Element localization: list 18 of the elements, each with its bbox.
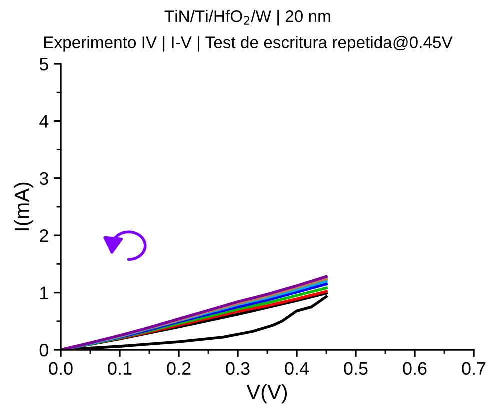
chart-subtitle: Experimento IV | I-V | Test de escritura repetida@0.45V (44, 36, 453, 52)
y-tick-label: 2 (40, 230, 48, 242)
y-tick-label: 1 (40, 286, 48, 300)
x-tick-label: 0.5 (344, 362, 368, 376)
x-tick-label: 0.2 (167, 362, 191, 376)
x-tick-label: 0.7 (462, 362, 486, 376)
x-tick-label: 0.6 (403, 362, 427, 376)
y-tick-label: 4 (40, 115, 49, 128)
chart-title: TiN/Ti/HfO$_{2}$/W | 20 nm (164, 10, 330, 26)
y-axis-title: I(mA) (14, 182, 34, 231)
x-axis-title: V(V) (246, 384, 288, 404)
x-tick-label: 0.0 (49, 362, 73, 376)
x-tick-label: 0.1 (108, 362, 132, 376)
x-tick-label: 0.3 (226, 362, 250, 376)
y-tick-label: 3 (40, 172, 48, 186)
x-tick-label: 0.4 (285, 362, 310, 376)
y-tick-label: 0 (40, 344, 48, 357)
y-tick-label: 5 (40, 58, 48, 71)
